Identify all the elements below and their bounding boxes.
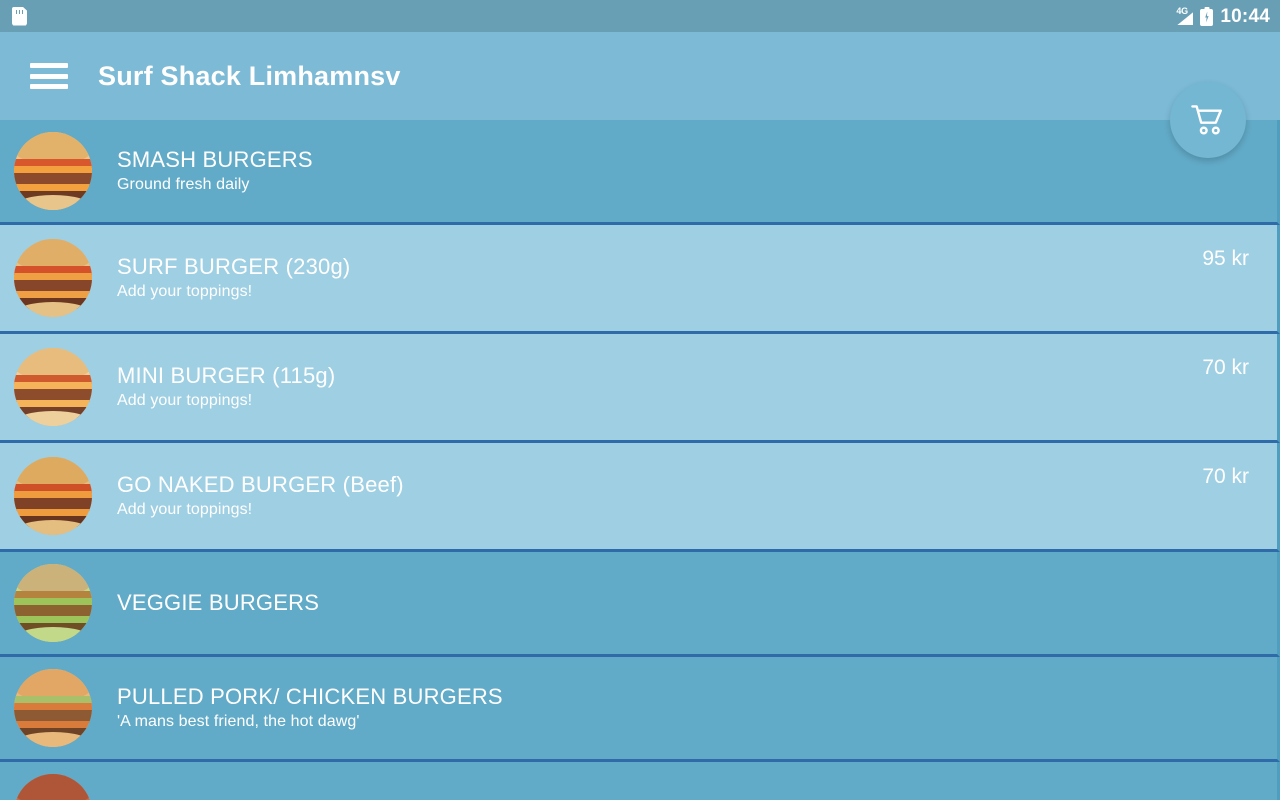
menu-category-title: PULLED PORK/ CHICKEN BURGERS: [117, 684, 503, 710]
menu-category-title: SMASH BURGERS: [117, 147, 313, 173]
sd-card-icon: [12, 6, 27, 26]
status-bar-left: [12, 6, 27, 26]
menu-item-title: MINI BURGER (115g): [117, 363, 336, 389]
menu-category-row[interactable]: VEGGIE BURGERS: [0, 552, 1280, 657]
status-bar-clock: 10:44: [1220, 5, 1270, 27]
cart-fab-button[interactable]: [1170, 82, 1246, 158]
battery-charging-icon: [1200, 6, 1214, 26]
go-naked-burger-photo: [14, 457, 92, 535]
row-text: SURF BURGER (230g) Add your toppings!: [117, 255, 1182, 301]
menu-item-subtitle: Add your toppings!: [117, 283, 253, 301]
menu-item-price: 70 kr: [1202, 356, 1249, 379]
menu-category-subtitle: 'A mans best friend, the hot dawg': [117, 713, 360, 731]
pulled-pork-burger-photo: [14, 669, 92, 747]
menu-category-row[interactable]: BREAKFAST BURGER: [0, 762, 1280, 800]
status-bar-right: 4G 10:44: [1176, 5, 1270, 27]
menu-item-price: 95 kr: [1202, 247, 1249, 270]
row-text: SMASH BURGERS Ground fresh daily: [117, 148, 1249, 194]
smash-burger-photo: [14, 132, 92, 210]
breakfast-burger-photo: [14, 774, 92, 800]
menu-item-price: 70 kr: [1202, 465, 1249, 488]
app-bar: Surf Shack Limhamnsv: [0, 32, 1280, 120]
signal-bars-icon: 4G: [1176, 6, 1194, 25]
menu-item-subtitle: Add your toppings!: [117, 501, 253, 519]
status-bar: 4G 10:44: [0, 0, 1280, 32]
menu-item-title: SURF BURGER (230g): [117, 254, 351, 280]
row-text: PULLED PORK/ CHICKEN BURGERS 'A mans best…: [117, 685, 1249, 731]
menu-category-row[interactable]: PULLED PORK/ CHICKEN BURGERS 'A mans best…: [0, 657, 1280, 762]
menu-category-title: VEGGIE BURGERS: [117, 590, 320, 616]
menu-list[interactable]: SMASH BURGERS Ground fresh daily SURF BUR…: [0, 120, 1280, 800]
menu-item-title: GO NAKED BURGER (Beef): [117, 472, 404, 498]
row-text: VEGGIE BURGERS: [117, 591, 1249, 614]
shopping-cart-icon: [1191, 105, 1225, 135]
surf-burger-photo: [14, 239, 92, 317]
page-title: Surf Shack Limhamnsv: [98, 60, 401, 91]
menu-category-subtitle: Ground fresh daily: [117, 176, 250, 194]
menu-item-subtitle: Add your toppings!: [117, 392, 253, 410]
menu-item-row[interactable]: MINI BURGER (115g) Add your toppings! 70 k…: [0, 334, 1280, 443]
network-type-label: 4G: [1176, 6, 1188, 16]
menu-item-row[interactable]: SURF BURGER (230g) Add your toppings! 95 k…: [0, 225, 1280, 334]
menu-category-row[interactable]: SMASH BURGERS Ground fresh daily: [0, 120, 1280, 225]
row-text: MINI BURGER (115g) Add your toppings!: [117, 364, 1182, 410]
row-text: GO NAKED BURGER (Beef) Add your toppings!: [117, 473, 1182, 519]
hamburger-menu-icon[interactable]: [30, 63, 68, 89]
mini-burger-photo: [14, 348, 92, 426]
menu-item-row[interactable]: GO NAKED BURGER (Beef) Add your toppings!…: [0, 443, 1280, 552]
veggie-burger-photo: [14, 564, 92, 642]
